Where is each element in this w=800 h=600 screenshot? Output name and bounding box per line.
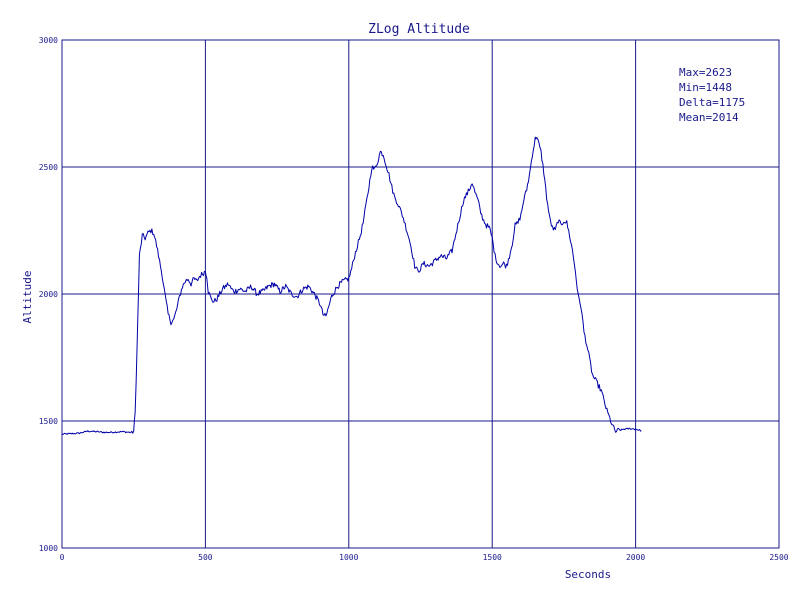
plot-frame [61,39,780,549]
x-axis-label: Seconds [565,568,611,581]
y-tick-label: 3000 [39,36,58,45]
y-tick-label: 2000 [39,290,58,299]
x-tick-label: 0 [60,553,65,562]
stat-delta: Delta=1175 [679,96,745,109]
stat-mean: Mean=2014 [679,111,739,124]
y-tick-label: 1000 [39,544,58,553]
x-tick-label: 500 [198,553,213,562]
y-tick-label: 1500 [39,417,58,426]
y-axis-label: Altitude [21,271,34,324]
y-tick-label: 2500 [39,163,58,172]
grid-lines [62,40,779,548]
stat-max: Max=2623 [679,66,732,79]
series-layer [61,136,642,435]
chart-title: ZLog Altitude [368,22,470,37]
y-tick-labels: 1000 1500 2000 2500 3000 [39,36,58,553]
x-tick-label: 2500 [769,553,788,562]
altitude-series-line [61,136,642,435]
x-tick-label: 1500 [483,553,502,562]
stats-annotation: Max=2623 Min=1448 Delta=1175 Mean=2014 [679,66,745,124]
x-tick-labels: 0 500 1000 1500 2000 2500 [60,553,789,562]
stat-min: Min=1448 [679,81,732,94]
x-tick-label: 2000 [626,553,645,562]
x-tick-label: 1000 [339,553,358,562]
